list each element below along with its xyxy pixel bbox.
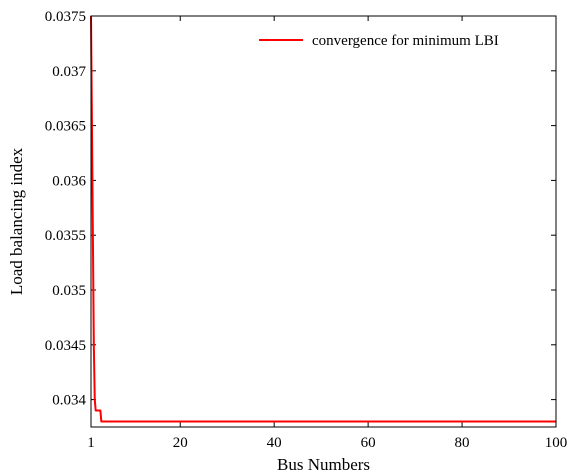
y-axis-title: Load balancing index	[7, 147, 26, 295]
y-tick-label: 0.036	[52, 173, 86, 189]
y-tick-label: 0.0365	[45, 119, 86, 135]
y-tick-label: 0.0345	[45, 338, 86, 354]
y-tick-label: 0.034	[52, 393, 86, 409]
y-tick-label: 0.037	[52, 64, 86, 80]
y-tick-label: 0.0355	[45, 228, 86, 244]
x-tick-label: 80	[455, 435, 470, 451]
x-tick-label: 40	[267, 435, 282, 451]
legend-label: convergence for minimum LBI	[312, 33, 499, 49]
x-tick-label: 60	[361, 435, 376, 451]
y-tick-label: 0.0375	[45, 9, 86, 25]
y-axis-ticks: 0.034 0.0345 0.035 0.0355 0.036 0.0365 0.037 0.…	[45, 9, 556, 409]
plot-frame	[90, 15, 557, 428]
legend: convergence for minimum LBI	[250, 27, 550, 51]
x-tick-label: 1	[87, 435, 95, 451]
x-tick-label: 20	[173, 435, 188, 451]
series-layer	[90, 15, 556, 423]
x-tick-label: 100	[545, 435, 568, 451]
y-tick-label: 0.035	[52, 283, 86, 299]
series-line	[90, 15, 556, 423]
x-axis-title: Bus Numbers	[277, 455, 370, 474]
x-axis-ticks: 1 20 40 60 80 100	[87, 16, 567, 451]
